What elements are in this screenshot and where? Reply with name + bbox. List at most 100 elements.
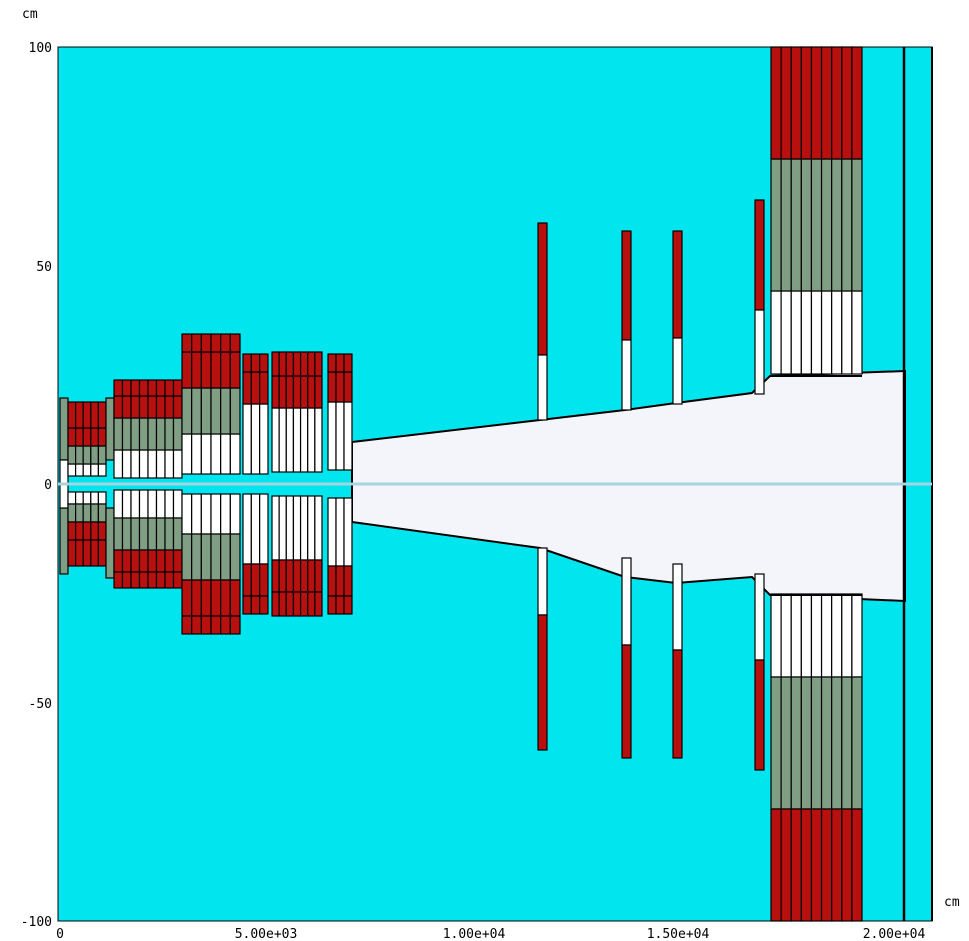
magnet1-seg5-band3-lower: [155, 571, 166, 589]
magnet1-seg7-band0-upper: [172, 449, 183, 479]
end-absorber-seg4-band2-lower: [810, 808, 823, 922]
magnet1-seg6-band2-lower: [164, 549, 175, 573]
magnet4-seg0-band2-upper: [271, 351, 280, 377]
x-tick-label-10000: 1.00e+04: [443, 927, 506, 941]
magnet1-seg1-band1-lower: [121, 517, 132, 551]
front-quad-seg1-band3-lower: [74, 539, 84, 567]
entrance-flange-upper: [59, 397, 69, 461]
magnet3-seg1-band0-upper: [250, 403, 261, 475]
end-absorber-seg3-band2-lower: [800, 808, 813, 922]
front-quad-seg2-band0-upper: [82, 463, 92, 477]
magnet2-seg5-band1-upper: [229, 387, 241, 435]
magnet1-seg3-band0-lower: [138, 489, 149, 519]
magnet4-seg1-band2-upper: [278, 351, 287, 377]
magnet4-seg2-band1-upper: [285, 375, 295, 409]
magnet1-seg5-band3-upper: [155, 379, 166, 397]
plate1-upper-white: [537, 354, 548, 421]
magnet4-seg2-band1-lower: [285, 559, 295, 593]
front-quad-seg0-band3-upper: [67, 401, 77, 429]
magnet4-seg4-band1-upper: [299, 375, 309, 409]
magnet1-seg1-band0-upper: [121, 449, 132, 479]
magnet4-seg3-band1-lower: [292, 559, 302, 593]
end-absorber-seg1-band2-upper: [780, 46, 792, 160]
magnet2-seg4-band3-upper: [220, 333, 231, 353]
magnet1-seg7-band3-upper: [172, 379, 183, 397]
magnet4-seg5-band0-upper: [307, 407, 316, 473]
magnet3-seg2-band1-lower: [259, 563, 269, 597]
magnet2-seg4-band1-lower: [220, 533, 231, 581]
magnet1-seg0-band1-lower: [113, 517, 124, 551]
magnet2-seg0-band0-upper: [181, 433, 193, 475]
plate4-upper-red: [754, 199, 765, 311]
magnet2-seg0-band2-upper: [181, 351, 193, 389]
magnet2-seg5-band2-upper: [229, 351, 241, 389]
magnet3-seg0-band2-lower: [242, 595, 252, 615]
plate3-lower-white: [672, 563, 683, 651]
end-absorber-seg7-band2-upper: [841, 46, 853, 160]
magnet4-seg6-band0-lower: [314, 495, 323, 561]
y-tick-label-minus-100: -100: [21, 915, 52, 930]
magnet5-seg0-band0-upper: [327, 401, 337, 471]
magnet2-seg2-band3-lower: [200, 615, 212, 635]
magnet1-seg7-band1-lower: [172, 517, 183, 551]
plate2-upper-red: [621, 230, 632, 341]
magnet5-seg2-band2-lower: [343, 595, 353, 615]
magnet1-seg1-band2-lower: [121, 549, 132, 573]
end-absorber-seg4-band1-upper: [810, 158, 823, 292]
front-quad-seg3-band3-upper: [90, 401, 100, 429]
end-absorber-seg8-band0-upper: [851, 290, 863, 375]
plate2-lower-red: [621, 644, 632, 759]
magnet4-seg3-band0-upper: [292, 407, 302, 473]
magnet3-seg0-band0-upper: [242, 403, 252, 475]
magnet5-seg2-band0-lower: [343, 497, 353, 567]
magnet1-seg6-band2-upper: [164, 395, 175, 419]
front-quad-seg1-band0-upper: [74, 463, 84, 477]
front-quad-seg1-band3-upper: [74, 401, 84, 429]
plate4-lower-white: [754, 573, 765, 661]
y-tick-label-0: 0: [44, 478, 52, 493]
magnet1-seg0-band3-lower: [113, 571, 124, 589]
magnet2-seg2-band0-lower: [200, 493, 212, 535]
magnet2-seg1-band3-lower: [191, 615, 202, 635]
plate2-lower-white: [621, 557, 632, 646]
magnet5-seg1-band2-lower: [335, 595, 345, 615]
magnet2-seg5-band1-lower: [229, 533, 241, 581]
magnet1-seg2-band2-lower: [130, 549, 141, 573]
magnet1-seg5-band1-upper: [155, 417, 166, 451]
magnet5-seg0-band1-lower: [327, 565, 337, 597]
magnet4-seg1-band2-lower: [278, 591, 287, 617]
magnet3-seg2-band1-upper: [259, 371, 269, 405]
magnet2-seg3-band1-lower: [210, 533, 222, 581]
magnet5-seg0-band2-lower: [327, 595, 337, 615]
magnet1-seg0-band2-upper: [113, 395, 124, 419]
end-absorber-seg2-band1-upper: [790, 158, 802, 292]
front-quad-seg0-band1-upper: [67, 445, 77, 465]
end-absorber-seg1-band0-lower: [780, 593, 792, 678]
plate1-upper-red: [537, 222, 548, 356]
magnet2-seg3-band1-upper: [210, 387, 222, 435]
y-tick-label-minus-50: -50: [29, 697, 52, 712]
magnet2-seg1-band1-lower: [191, 533, 202, 581]
magnet4-seg6-band1-lower: [314, 559, 323, 593]
x-tick-label-0: 0: [56, 927, 64, 941]
magnet3-seg1-band2-upper: [250, 353, 261, 373]
magnet2-seg5-band3-lower: [229, 615, 241, 635]
end-absorber-seg1-band0-upper: [780, 290, 792, 375]
front-spacer-lower: [105, 507, 115, 579]
magnet4-seg2-band2-upper: [285, 351, 295, 377]
end-absorber-seg8-band1-lower: [851, 676, 863, 810]
magnet4-seg1-band1-upper: [278, 375, 287, 409]
end-absorber-seg2-band0-upper: [790, 290, 802, 375]
plate1-lower-red: [537, 614, 548, 751]
front-quad-seg2-band1-upper: [82, 445, 92, 465]
magnet4-seg0-band1-lower: [271, 559, 280, 593]
magnet4-seg2-band2-lower: [285, 591, 295, 617]
magnet3-seg2-band0-lower: [259, 493, 269, 565]
x-tick-label-5000: 5.00e+03: [235, 927, 298, 941]
magnet4-seg4-band1-lower: [299, 559, 309, 593]
magnet3-seg2-band2-upper: [259, 353, 269, 373]
magnet4-seg5-band2-upper: [307, 351, 316, 377]
magnet2-seg4-band0-upper: [220, 433, 231, 475]
plate4-lower-red: [754, 659, 765, 771]
